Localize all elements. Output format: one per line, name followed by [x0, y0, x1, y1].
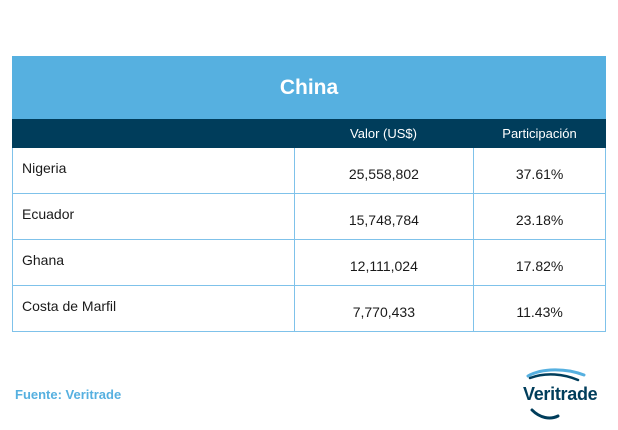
country-cell: Nigeria [13, 148, 295, 193]
header-value: Valor (US$) [350, 126, 417, 141]
country-cell: Ecuador [13, 194, 295, 239]
value-cell: 25,558,802 [295, 148, 475, 193]
veritrade-swoosh-icon [526, 368, 586, 420]
value-cell: 15,748,784 [295, 194, 475, 239]
country-cell: Ghana [13, 240, 295, 285]
share-cell: 11.43% [516, 303, 563, 320]
export-table: China Valor (US$) Participación Nigeria … [12, 56, 606, 332]
share-cell: 17.82% [515, 257, 564, 274]
country-cell: Costa de Marfil [13, 286, 295, 331]
header-country [12, 119, 294, 148]
veritrade-logo: Veritrade [520, 366, 604, 420]
logo-text: Veritrade [523, 384, 598, 404]
share-cell: 23.18% [515, 211, 564, 228]
share-cell: 37.61% [515, 165, 564, 182]
table-title: China [12, 56, 606, 119]
header-share: Participación [502, 126, 577, 141]
source-note: Fuente: Veritrade [15, 387, 122, 402]
table-row: Nigeria 25,558,802 37.61% [13, 148, 605, 194]
table-header-row: Valor (US$) Participación [12, 119, 606, 148]
table-row: Ecuador 15,748,784 23.18% [13, 194, 605, 240]
value-cell: 12,111,024 [295, 240, 475, 285]
value-cell: 7,770,433 [295, 286, 475, 331]
table-row: Costa de Marfil 7,770,433 11.43% [13, 286, 605, 332]
table-row: Ghana 12,111,024 17.82% [13, 240, 605, 286]
